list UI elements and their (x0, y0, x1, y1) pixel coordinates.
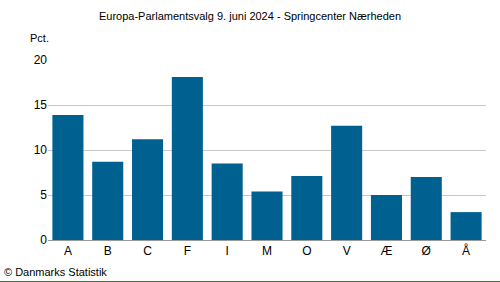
svg-text:20: 20 (34, 53, 48, 67)
svg-text:Pct.: Pct. (30, 32, 49, 44)
svg-text:Ø: Ø (422, 244, 431, 258)
svg-text:5: 5 (40, 188, 47, 202)
svg-text:O: O (302, 244, 311, 258)
svg-text:A: A (64, 244, 72, 258)
svg-text:Å: Å (462, 243, 470, 258)
svg-text:M: M (262, 244, 272, 258)
svg-text:C: C (143, 244, 152, 258)
svg-text:B: B (104, 244, 112, 258)
svg-text:© Danmarks Statistik: © Danmarks Statistik (4, 266, 107, 278)
svg-text:V: V (343, 244, 351, 258)
svg-text:Europa-Parlamentsvalg 9. juni: Europa-Parlamentsvalg 9. juni 2024 - Spr… (99, 10, 401, 22)
svg-text:Æ: Æ (380, 244, 392, 258)
svg-text:15: 15 (34, 98, 48, 112)
svg-text:0: 0 (40, 233, 47, 247)
svg-text:F: F (184, 244, 191, 258)
svg-text:I: I (226, 244, 229, 258)
svg-text:10: 10 (34, 143, 48, 157)
